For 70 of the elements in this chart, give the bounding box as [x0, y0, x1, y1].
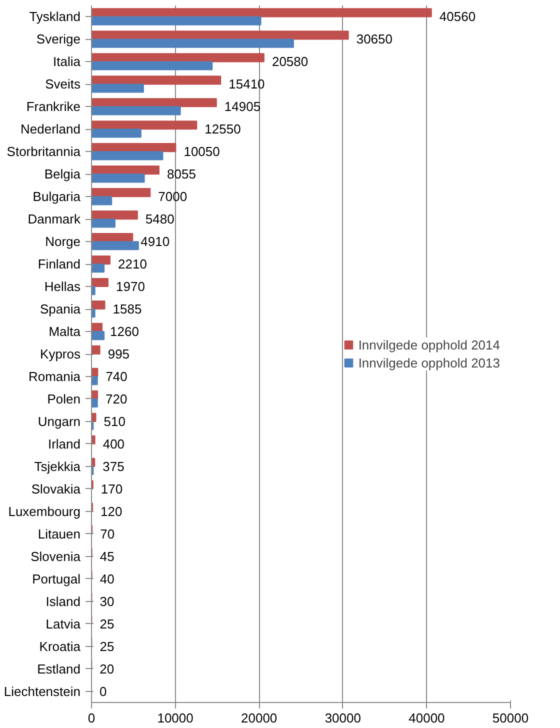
- data-label: 4910: [140, 234, 170, 250]
- y-tick-label: Sveits: [45, 76, 81, 92]
- y-tick-label: Storbritannia: [6, 144, 82, 160]
- data-label: 12550: [204, 122, 241, 137]
- data-label: 15410: [228, 76, 265, 92]
- y-tick-label: Belgia: [44, 166, 82, 182]
- data-label: 45: [100, 548, 114, 564]
- x-tick-label: 50000: [492, 710, 529, 726]
- y-tick-label: Kypros: [40, 346, 81, 362]
- y-tick-label: Luxembourg: [8, 504, 81, 519]
- y-tick-label: Tyskland: [29, 9, 81, 24]
- y-tick-label: Irland: [48, 436, 81, 452]
- data-label: 740: [106, 368, 128, 384]
- y-tick-label: Danmark: [28, 212, 81, 227]
- data-label: 995: [108, 346, 130, 362]
- data-label: 1260: [110, 324, 139, 340]
- data-label: 20580: [272, 54, 308, 70]
- data-label: 30650: [356, 32, 393, 47]
- data-label: 30: [100, 594, 114, 609]
- y-tick-label: Malta: [48, 324, 82, 340]
- data-label: 25: [100, 616, 114, 632]
- data-label: 14905: [224, 99, 261, 114]
- x-tick-label: 30000: [324, 710, 361, 726]
- y-tick-label: Slovakia: [31, 481, 82, 496]
- y-tick-label: Romania: [28, 368, 82, 384]
- y-tick-label: Finland: [38, 256, 81, 272]
- data-label: 170: [100, 481, 123, 496]
- y-tick-label: Nederland: [20, 122, 81, 137]
- y-tick-label: Liechtenstein: [4, 684, 81, 699]
- y-tick-label: Polen: [47, 391, 80, 406]
- y-tick-label: Norge: [45, 234, 81, 250]
- data-label: 375: [102, 458, 124, 474]
- data-label: 400: [102, 436, 125, 452]
- y-tick-label: Frankrike: [26, 99, 81, 114]
- y-tick-label: Spania: [40, 302, 82, 317]
- y-tick-label: Litauen: [38, 526, 81, 542]
- data-label: 40560: [439, 9, 476, 24]
- data-label: 25: [100, 638, 114, 654]
- data-label: 0: [100, 684, 107, 699]
- data-label: 70: [100, 526, 115, 542]
- data-label: 7000: [158, 189, 188, 204]
- data-label: 1585: [112, 302, 142, 317]
- data-label: 40: [100, 571, 114, 586]
- x-tick-label: 10000: [157, 710, 194, 726]
- y-tick-label: Tsjekkia: [34, 458, 82, 474]
- data-label: 8055: [167, 166, 196, 182]
- data-label: 1970: [116, 279, 145, 294]
- data-label: 720: [106, 391, 128, 406]
- y-tick-label: Portugal: [32, 571, 81, 586]
- data-label: 120: [100, 504, 122, 519]
- legend-label: Innvilgede opphold 2013: [358, 355, 500, 370]
- data-label: 510: [104, 414, 126, 429]
- x-tick-label: 0: [88, 710, 96, 726]
- y-tick-label: Slovenia: [30, 548, 82, 564]
- y-tick-label: Ungarn: [38, 414, 81, 429]
- y-tick-label: Sverige: [36, 32, 80, 47]
- y-tick-label: Island: [46, 594, 81, 609]
- y-tick-label: Kroatia: [39, 638, 82, 654]
- y-tick-label: Italia: [53, 54, 82, 70]
- y-tick-label: Estland: [37, 661, 81, 676]
- legend-label: Innvilgede opphold 2014: [358, 337, 500, 352]
- data-label: 5480: [145, 212, 174, 227]
- data-label: 2210: [118, 256, 147, 272]
- y-tick-label: Hellas: [44, 279, 81, 294]
- x-tick-label: 20000: [241, 710, 278, 726]
- data-label: 20: [100, 661, 114, 676]
- y-tick-label: Bulgaria: [32, 189, 82, 204]
- x-tick-label: 40000: [408, 710, 445, 726]
- data-label: 10050: [184, 144, 220, 160]
- y-tick-label: Latvia: [46, 616, 82, 632]
